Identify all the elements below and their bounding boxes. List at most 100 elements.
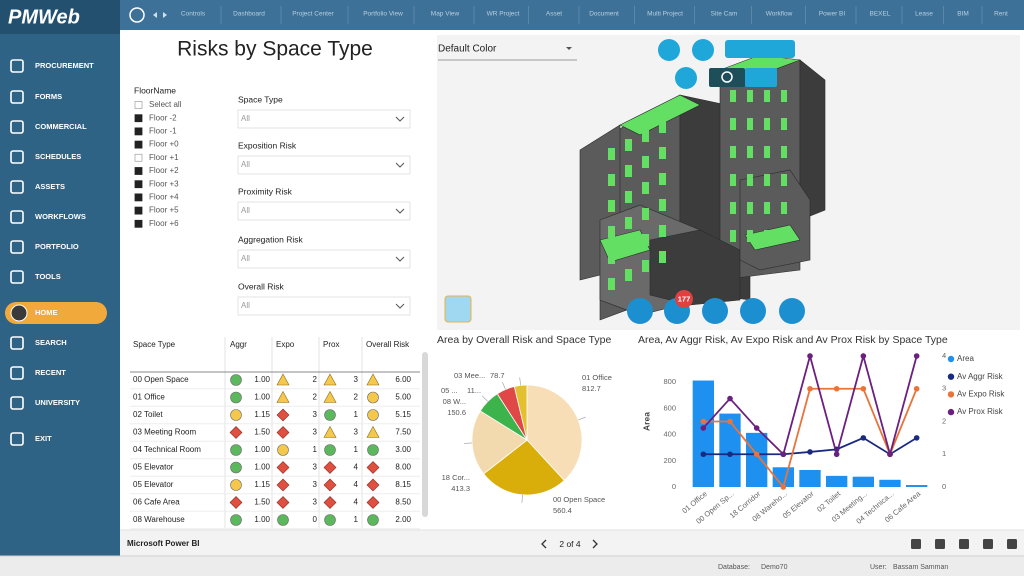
viewer-tool[interactable] [627,298,653,324]
color-dropdown[interactable]: Default Color [438,44,497,55]
nav-tab[interactable]: Map View [431,11,460,18]
nav-tab[interactable]: Site Cam [711,11,738,18]
checkbox[interactable] [134,206,143,215]
info-button[interactable] [129,7,145,23]
nav-tab[interactable]: BEXEL [870,11,891,18]
menu-item[interactable]: PROCUREMENT [35,61,94,70]
slicer-item[interactable]: Select all [149,100,182,109]
slicer-item[interactable]: Floor +2 [149,166,179,175]
viewer-tool[interactable] [702,298,728,324]
nav-tab[interactable]: Workflow [766,11,793,18]
filter-box[interactable] [237,201,411,221]
menu-item[interactable]: EXIT [35,434,52,443]
prev-page[interactable] [541,539,547,549]
menu-item[interactable]: WORKFLOWS [35,212,86,221]
viewer-button[interactable] [658,39,680,61]
column-header[interactable]: Aggr [230,340,247,349]
series-point[interactable] [887,451,893,458]
series-point[interactable] [833,385,840,392]
menu-item[interactable]: ASSETS [35,182,65,191]
checkbox[interactable] [134,180,143,189]
column-header[interactable]: Overall Risk [366,340,410,349]
filter-box[interactable] [237,155,411,175]
column-header[interactable]: Prox [323,340,339,349]
series-point[interactable] [700,418,707,425]
bar[interactable] [692,380,714,487]
next-page[interactable] [592,539,598,549]
series-point[interactable] [807,449,813,455]
filter-box[interactable] [237,249,411,269]
series-point[interactable] [727,395,733,402]
viewer-tool[interactable] [779,298,805,324]
series-point[interactable] [913,435,920,441]
scroll-left[interactable] [153,12,157,18]
series-point[interactable] [753,425,760,431]
menu-item[interactable]: SEARCH [35,338,67,347]
menu-item[interactable]: TOOLS [35,272,61,281]
nav-tab[interactable]: Rent [994,11,1008,18]
menu-item[interactable]: HOME [35,308,58,317]
column-header[interactable]: Expo [276,340,295,349]
column-header[interactable]: Space Type [133,340,176,349]
viewer-button[interactable] [709,68,745,87]
slicer-item[interactable]: Floor +5 [149,206,179,215]
legend-label[interactable]: Av Prox Risk [957,407,1004,416]
menu-item[interactable]: SCHEDULES [35,152,81,161]
viewer-button[interactable] [745,68,777,87]
series-point[interactable] [727,418,733,425]
viewer-tool[interactable] [740,298,766,324]
viewer-button[interactable] [675,67,697,89]
bar[interactable] [852,476,874,487]
pie-slice[interactable] [471,410,528,475]
nav-tab[interactable]: BIM [957,11,969,18]
nav-tab[interactable]: Project Center [292,11,334,18]
active-pill[interactable] [5,302,107,324]
series-point[interactable] [913,353,920,359]
series-point[interactable] [913,385,920,392]
share-icon[interactable] [959,539,969,549]
menu-item[interactable]: COMMERCIAL [35,122,87,131]
filter-box[interactable] [237,109,411,129]
series-point[interactable] [753,451,760,458]
nav-tab[interactable]: Power BI [819,11,846,18]
nav-tab[interactable]: Portfolio View [363,11,403,18]
share-icon[interactable] [911,539,921,549]
series-point[interactable] [700,451,707,458]
nav-tab[interactable]: Dashboard [233,11,265,18]
series-point[interactable] [860,435,867,441]
slicer-item[interactable]: Floor +1 [149,153,179,162]
legend-label[interactable]: Av Expo Risk [957,390,1005,399]
bar[interactable] [746,432,768,487]
series-point[interactable] [860,385,867,392]
checkbox[interactable] [134,101,143,109]
menu-item[interactable]: PORTFOLIO [35,242,79,251]
series-point[interactable] [727,451,733,458]
legend-marker[interactable] [947,408,955,416]
series-point[interactable] [780,484,787,490]
slicer-item[interactable]: Floor +0 [149,140,179,149]
share-icon[interactable] [983,539,993,549]
nav-tab[interactable]: WR Project [487,11,520,18]
series-point[interactable] [700,425,707,431]
filter-box[interactable] [237,296,411,316]
share-icon[interactable] [935,539,945,549]
checkbox[interactable] [134,219,143,228]
checkbox[interactable] [134,193,143,202]
nav-tab[interactable]: Document [589,11,619,18]
pie-slice[interactable] [483,439,565,496]
legend-label[interactable]: Area [957,354,974,363]
legend-label[interactable]: Av Aggr Risk [957,372,1004,381]
checkbox[interactable] [134,140,143,149]
series-point[interactable] [860,353,867,359]
slicer-item[interactable]: Floor -1 [149,127,177,136]
bar[interactable] [826,475,848,487]
checkbox[interactable] [134,114,143,123]
scroll-right[interactable] [163,12,167,18]
menu-item[interactable]: FORMS [35,92,62,101]
series-point[interactable] [780,451,787,458]
nav-tab[interactable]: Lease [915,11,933,18]
series-point[interactable] [833,451,840,458]
menu-item[interactable]: UNIVERSITY [35,398,80,407]
nav-tab[interactable]: Controls [181,11,206,18]
share-icon[interactable] [1007,539,1017,549]
